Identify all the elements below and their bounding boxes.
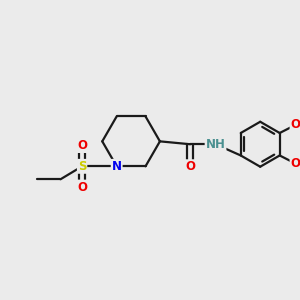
Text: S: S xyxy=(78,160,86,173)
Text: O: O xyxy=(290,118,300,131)
Text: O: O xyxy=(77,139,87,152)
Text: NH: NH xyxy=(206,138,226,151)
Text: O: O xyxy=(77,181,87,194)
Text: N: N xyxy=(112,160,122,173)
Text: O: O xyxy=(185,160,195,173)
Text: O: O xyxy=(290,157,300,170)
